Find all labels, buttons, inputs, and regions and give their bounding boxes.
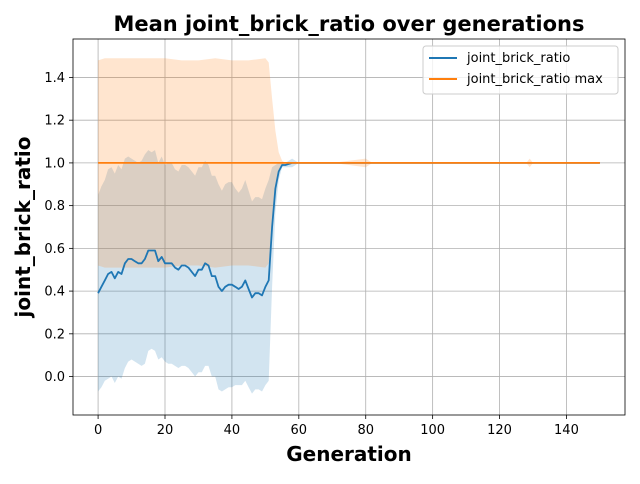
- y-tick-label: 1.2: [44, 114, 65, 129]
- plot-frame: [72, 38, 626, 416]
- y-tick-label: 0.0: [44, 370, 65, 385]
- x-axis-label: Generation: [286, 442, 412, 466]
- x-tick-label: 20: [157, 423, 174, 438]
- x-tick-label: 140: [554, 423, 579, 438]
- y-tick-label: 0.4: [44, 285, 65, 300]
- y-axis-ticks: 0.0 0.2 0.4 0.6 0.8 1.0 1.2 1.4: [44, 71, 73, 385]
- y-axis-label: joint_brick_ratio: [11, 137, 35, 319]
- series-lines: [97, 162, 600, 299]
- y-tick-label: 0.8: [44, 199, 65, 214]
- legend: joint_brick_ratio joint_brick_ratio max: [422, 45, 619, 95]
- chart-title: Mean joint_brick_ratio over generations: [113, 12, 584, 36]
- x-tick-label: 100: [420, 423, 445, 438]
- x-tick-label: 40: [224, 423, 241, 438]
- legend-box: [422, 45, 619, 95]
- y-tick-label: 0.2: [44, 327, 65, 342]
- x-axis-ticks: 0 20 40 60 80 100 120 140: [94, 415, 579, 438]
- legend-label-max: joint_brick_ratio max: [466, 72, 603, 87]
- y-tick-label: 0.6: [44, 242, 65, 257]
- y-tick-label: 1.4: [44, 71, 65, 86]
- x-tick-label: 120: [487, 423, 512, 438]
- x-tick-label: 80: [357, 423, 374, 438]
- legend-label-mean: joint_brick_ratio: [466, 51, 570, 66]
- y-tick-label: 1.0: [44, 156, 65, 171]
- mean-std-band: [98, 150, 600, 394]
- x-tick-label: 0: [94, 423, 102, 438]
- x-tick-label: 60: [291, 423, 308, 438]
